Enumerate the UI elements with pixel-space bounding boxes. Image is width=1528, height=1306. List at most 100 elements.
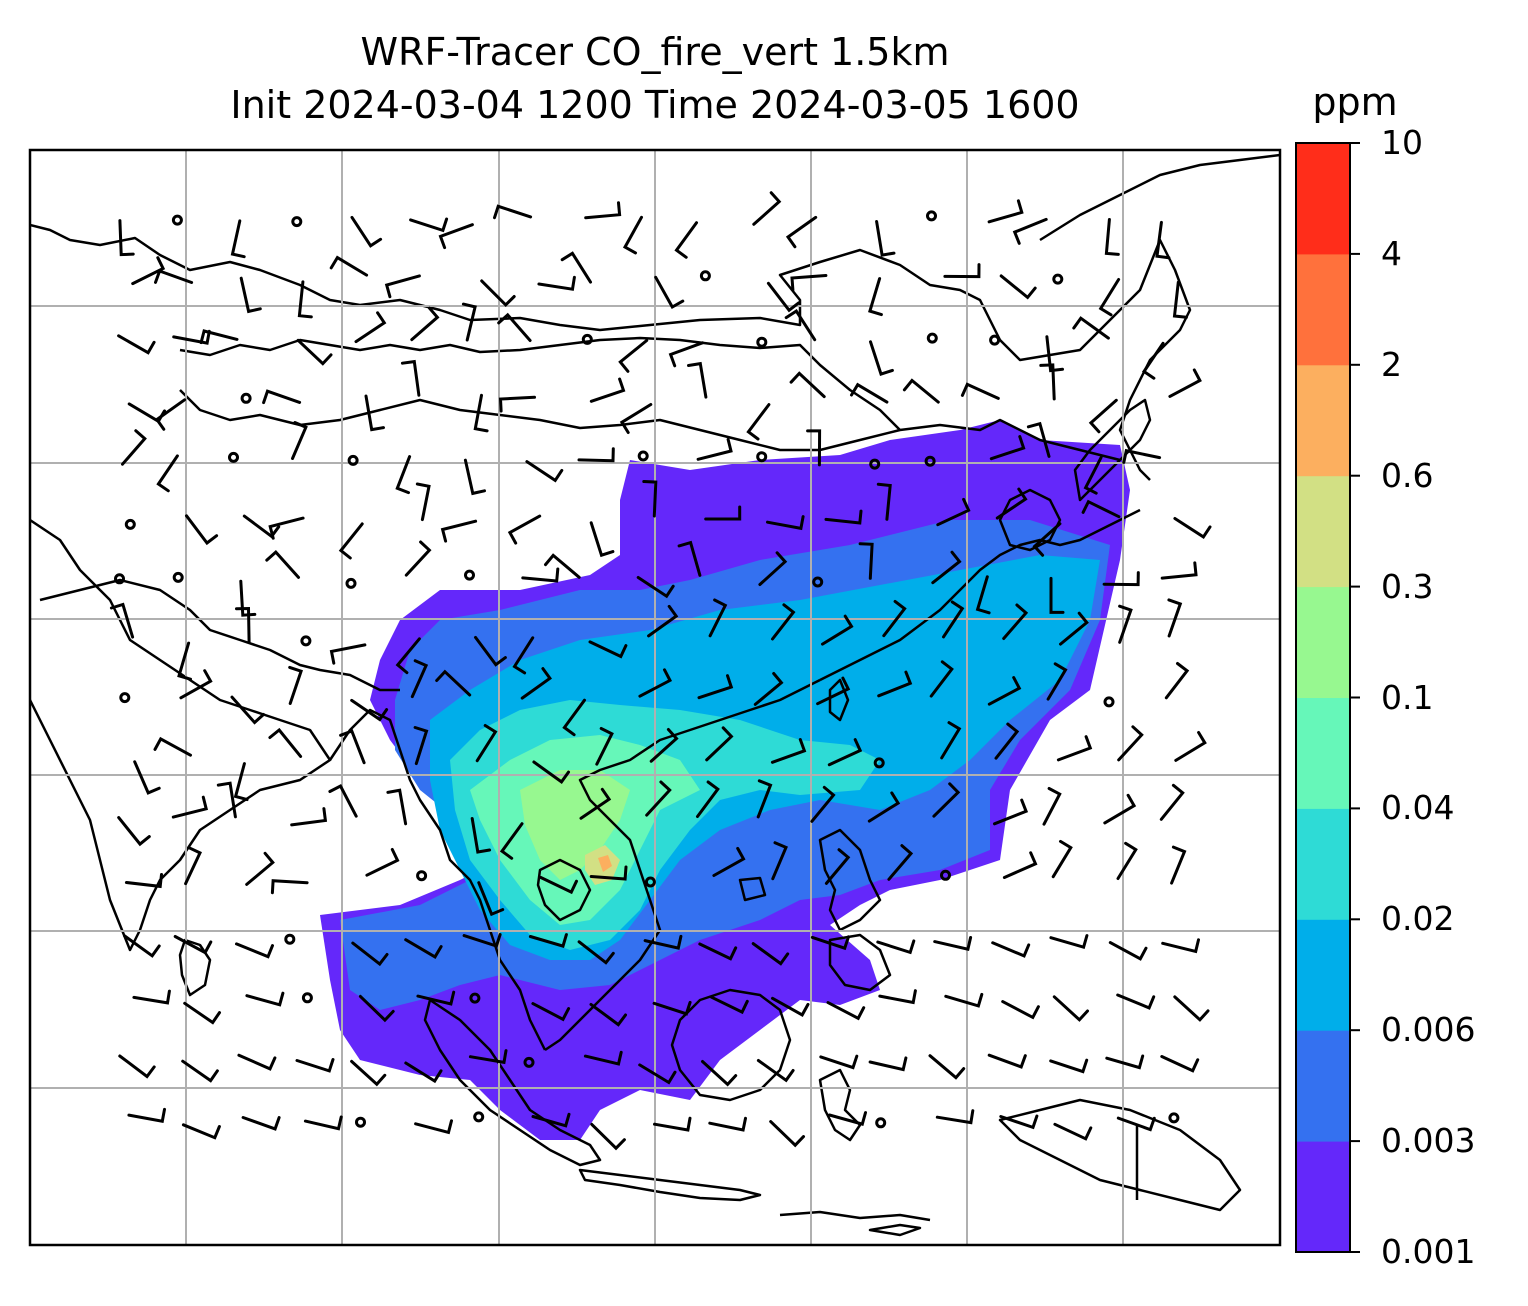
calm-wind-circle <box>473 1111 485 1123</box>
wind-barb <box>751 942 790 966</box>
wind-barb <box>350 215 383 248</box>
wind-barb <box>942 600 965 639</box>
wind-barb <box>806 429 822 467</box>
calm-wind-circle <box>1103 696 1115 708</box>
wind-barb <box>993 798 1029 826</box>
gridlines <box>30 150 1280 1245</box>
wind-barb <box>869 340 894 376</box>
wind-barb <box>400 359 421 397</box>
wind-barb <box>771 996 810 1017</box>
wind-barb <box>1118 604 1133 644</box>
wind-barb <box>868 277 883 317</box>
wind-barb <box>154 269 194 284</box>
tracer-shading <box>320 420 1130 1140</box>
wind-barb <box>230 695 265 725</box>
colorbar <box>1295 142 1360 1253</box>
wind-barb <box>233 762 249 802</box>
calm-wind-circle <box>812 576 824 588</box>
wind-barb <box>531 1112 571 1128</box>
chart-title-line1: WRF-Tracer CO_fire_vert 1.5km <box>360 30 950 74</box>
wind-barb <box>1056 735 1093 762</box>
wind-barb <box>1042 787 1062 826</box>
wind-barb <box>619 403 653 434</box>
wind-barb <box>867 791 901 823</box>
wind-barb <box>589 865 628 881</box>
wind-barb <box>239 579 257 617</box>
wind-barb <box>474 635 507 667</box>
colorbar-tick-label: 0.04 <box>1381 788 1455 828</box>
map-frame <box>28 148 1282 1247</box>
calm-wind-circle <box>1052 273 1064 285</box>
wind-barbs <box>109 191 1212 1151</box>
wind-barb <box>577 447 615 463</box>
wind-barb <box>520 667 552 700</box>
wind-barb <box>117 816 151 847</box>
wind-barb <box>177 641 192 681</box>
wind-barb <box>999 274 1037 300</box>
wind-barb <box>770 738 807 764</box>
wind-barb <box>245 991 285 1007</box>
wind-barb <box>1160 561 1198 580</box>
wind-barb <box>994 722 1020 760</box>
wind-barb <box>268 727 303 758</box>
wind-barb <box>351 941 389 967</box>
wind-barb <box>1049 934 1089 950</box>
wind-barb <box>470 817 492 854</box>
coast-sulawesi <box>818 1068 862 1142</box>
calm-wind-circle <box>172 571 184 583</box>
wind-barb <box>816 676 851 706</box>
coast-bay-of-bengal <box>328 708 547 1051</box>
wind-barb <box>819 1054 859 1070</box>
wind-barb <box>618 339 649 373</box>
calm-wind-circle <box>345 577 357 589</box>
calm-wind-circle <box>469 992 481 1004</box>
wind-barb <box>902 378 940 404</box>
contour-0.1 <box>520 770 630 880</box>
colorbar-tick-label: 0.001 <box>1381 1232 1476 1271</box>
coast-taiwan <box>828 678 850 722</box>
wind-barb <box>1002 851 1038 879</box>
wind-barb <box>173 935 213 955</box>
wind-barb <box>153 736 192 757</box>
wind-barb <box>1051 839 1073 879</box>
wind-barb <box>461 302 477 342</box>
calm-wind-circle <box>301 992 313 1004</box>
wind-barb <box>668 341 704 368</box>
calm-wind-circle <box>355 1116 366 1128</box>
wind-barb <box>590 1122 626 1151</box>
calm-wind-circle <box>240 392 252 404</box>
wind-barb <box>928 1054 966 1080</box>
calm-wind-circle <box>869 458 881 470</box>
colorbar-bin <box>1296 586 1350 698</box>
border-himalaya <box>39 578 400 692</box>
wind-barb <box>826 1001 866 1021</box>
wind-barb <box>827 738 863 767</box>
wind-barb <box>1026 421 1051 458</box>
wind-barb <box>579 787 612 820</box>
wind-barb <box>1002 603 1029 640</box>
wind-barb <box>1174 731 1207 762</box>
wind-barb <box>413 726 429 766</box>
wind-barb <box>350 698 389 722</box>
colorbar-tick-label: 10 <box>1381 123 1423 162</box>
wind-barb <box>878 989 917 1005</box>
calm-wind-circle <box>581 333 593 345</box>
wind-barb <box>653 1116 692 1132</box>
calm-wind-circle <box>347 454 359 466</box>
wind-barb <box>404 1061 443 1084</box>
wind-barb <box>1088 398 1118 434</box>
wind-barb <box>199 329 239 345</box>
wind-barb <box>769 1120 805 1148</box>
wind-barb <box>507 514 542 545</box>
wind-barb <box>785 215 818 249</box>
wind-barb <box>876 482 892 521</box>
coastlines <box>30 153 1280 1237</box>
wind-barb <box>386 788 408 826</box>
wind-barb <box>1173 517 1212 539</box>
wind-barb <box>647 604 679 638</box>
wind-barb <box>1117 725 1144 762</box>
wind-barb <box>850 382 889 404</box>
wind-barb <box>701 1060 738 1087</box>
wind-barb <box>1141 341 1165 380</box>
wind-barb <box>338 522 364 560</box>
